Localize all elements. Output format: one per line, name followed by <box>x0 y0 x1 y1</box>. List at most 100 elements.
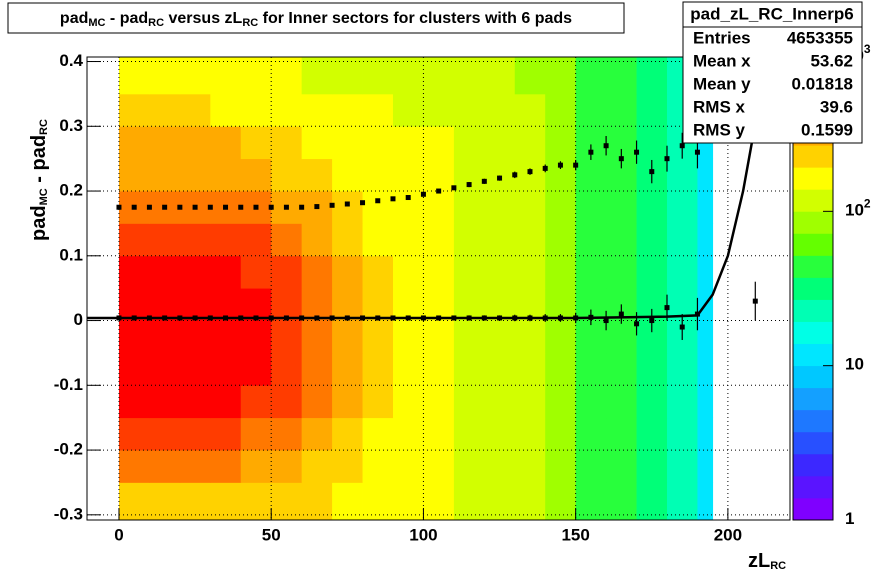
heatmap-cell <box>362 191 394 224</box>
tick-text: 10 <box>845 201 864 220</box>
marker <box>512 172 518 178</box>
heatmap-cell <box>392 93 424 127</box>
marker <box>268 204 274 210</box>
heatmap-cell <box>423 255 455 289</box>
heatmap-cell <box>118 93 150 127</box>
marker <box>634 321 640 327</box>
heatmap-cell <box>179 93 211 127</box>
heatmap-cell <box>392 385 424 419</box>
marker <box>314 204 320 210</box>
heatmap-cell <box>514 352 546 386</box>
profile-point <box>618 304 624 324</box>
marker <box>207 204 213 210</box>
heatmap-cell <box>149 417 181 451</box>
heatmap-cell <box>514 126 546 160</box>
heatmap-cell <box>301 352 333 386</box>
marker <box>162 204 168 210</box>
heatmap-cell <box>636 93 668 127</box>
heatmap-cell <box>484 223 516 257</box>
marker <box>588 149 594 155</box>
heatmap-cell <box>453 93 485 127</box>
profile-point <box>283 204 289 210</box>
marker <box>649 169 655 175</box>
heatmap-cell <box>210 126 242 160</box>
profile-point <box>649 308 655 333</box>
heatmap-cell <box>636 191 668 224</box>
heatmap-cell <box>210 385 242 419</box>
x-tick-label: 200 <box>714 525 742 544</box>
heatmap-cell <box>332 320 363 354</box>
heatmap-cell <box>636 255 668 289</box>
heatmap-cell <box>149 57 181 95</box>
heatmap-cell <box>271 126 303 160</box>
heatmap-cell <box>301 482 333 521</box>
profile-point <box>390 196 396 202</box>
heatmap-cell <box>423 450 455 483</box>
heatmap-cell <box>271 450 303 483</box>
heatmap-cell <box>118 352 150 386</box>
heatmap-cell <box>301 93 333 127</box>
marker <box>634 149 640 155</box>
y-tick-label: -0.2 <box>54 440 83 459</box>
heatmap-cell <box>149 93 181 127</box>
heatmap-cell <box>179 385 211 419</box>
y-tick-label: 0.3 <box>59 116 83 135</box>
profile-point <box>573 159 579 171</box>
stats-value: 4653355 <box>787 28 853 47</box>
profile-point <box>329 202 335 208</box>
marker <box>664 305 670 311</box>
colorbar-tick-label: 10 <box>845 355 864 374</box>
heatmap-cell <box>575 93 607 127</box>
colorbar-tick-label: 102 <box>845 196 871 220</box>
heatmap-cell <box>545 320 577 354</box>
heatmap-cell <box>332 126 363 160</box>
subscript: MC <box>38 188 50 205</box>
y-tick-label: 0 <box>74 310 83 329</box>
stats-label: RMS y <box>693 120 746 139</box>
marker <box>679 324 685 330</box>
marker <box>603 318 609 324</box>
heatmap-cell <box>606 93 637 127</box>
marker <box>192 204 198 210</box>
heatmap-cell <box>149 450 181 483</box>
heatmap-cell <box>697 352 714 386</box>
heatmap-cell <box>606 57 637 95</box>
superscript: 3 <box>864 42 871 56</box>
heatmap-cell <box>484 158 516 192</box>
heatmap-cell <box>545 352 577 386</box>
profile-point <box>679 132 685 159</box>
heatmap-cell <box>362 223 394 257</box>
marker <box>618 311 624 317</box>
heatmap-cell <box>210 320 242 354</box>
heatmap-cell <box>606 320 637 354</box>
heatmap-cell <box>453 191 485 224</box>
heatmap-cell <box>332 255 363 289</box>
heatmap-cell <box>666 352 698 386</box>
colorbar-step <box>793 189 833 212</box>
x-tick-label: 0 <box>114 525 123 544</box>
marker <box>618 156 624 162</box>
heatmap-cell <box>179 57 211 95</box>
stats-label: Mean y <box>693 74 751 93</box>
heatmap-cell <box>453 126 485 160</box>
heatmap-cell <box>392 158 424 192</box>
heatmap-cell <box>362 352 394 386</box>
marker <box>527 169 533 175</box>
marker <box>238 204 244 210</box>
text-part: zL <box>748 550 770 572</box>
heatmap-cell <box>514 417 546 451</box>
stats-value: 53.62 <box>810 51 853 70</box>
heatmap-cell <box>301 385 333 419</box>
heatmap-cell <box>484 450 516 483</box>
y-tick-label: 0.1 <box>59 245 83 264</box>
title-box <box>7 2 625 34</box>
colorbar-step <box>793 453 833 477</box>
marker <box>420 191 426 197</box>
heatmap-cell <box>514 450 546 483</box>
colorbar-step <box>793 277 833 300</box>
heatmap-cell <box>636 352 668 386</box>
profile-point <box>116 204 122 210</box>
heatmap-cell <box>636 57 668 95</box>
profile-point <box>542 164 548 173</box>
